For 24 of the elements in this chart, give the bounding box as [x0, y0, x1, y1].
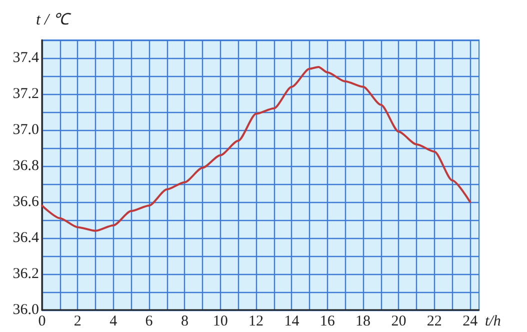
y-tick-label: 36.2	[12, 266, 39, 282]
y-tick-label: 37.4	[12, 50, 40, 66]
x-tick-label: 24	[462, 314, 478, 330]
y-tick-label: 36.6	[12, 194, 40, 210]
x-tick-label: 18	[356, 314, 371, 330]
y-axis-title: t / ℃	[36, 12, 72, 28]
x-tick-label: 16	[320, 314, 336, 330]
x-tick-label: 20	[391, 314, 406, 330]
line-series	[41, 66, 472, 232]
y-tick-label: 36.8	[12, 158, 39, 174]
x-tick-label: 8	[180, 314, 188, 330]
x-tick-label: 12	[248, 314, 264, 330]
x-axis-title: t/h	[485, 314, 501, 330]
y-tick-label: 37.2	[12, 86, 39, 102]
x-tick-label: 14	[284, 314, 300, 330]
y-tick-label: 37.0	[12, 122, 39, 138]
y-tick-label: 36.4	[12, 230, 40, 246]
x-tick-label: 10	[212, 314, 228, 330]
x-tick-label: 2	[74, 314, 82, 330]
y-tick-label: 36.0	[12, 302, 39, 318]
x-tick-label: 4	[110, 314, 118, 330]
x-tick-label: 0	[38, 314, 46, 330]
x-tick-label: 22	[426, 314, 442, 330]
x-tick-label: 6	[145, 314, 154, 330]
